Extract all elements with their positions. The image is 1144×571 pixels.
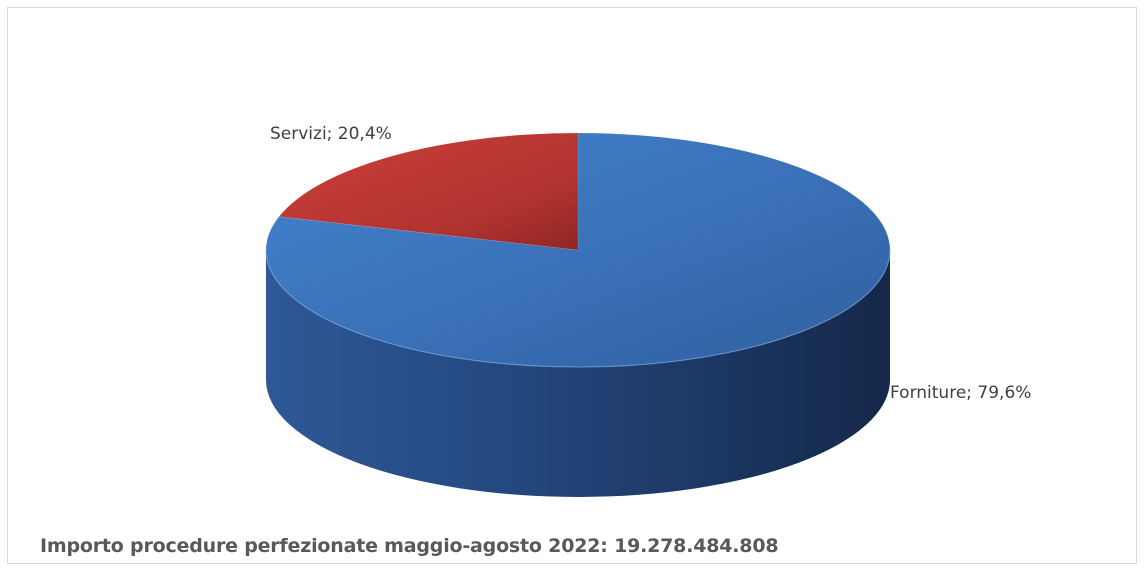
pie-rim-highlight xyxy=(265,249,891,368)
pie-slices xyxy=(265,132,891,368)
data-label-forniture: Forniture; 79,6% xyxy=(890,383,1031,403)
pie-side xyxy=(266,250,890,497)
data-label-servizi: Servizi; 20,4% xyxy=(270,124,392,144)
pie-slice-servizi xyxy=(278,132,579,251)
pie-side-wall xyxy=(266,250,890,497)
pie-labels: Forniture; 79,6% Servizi; 20,4% xyxy=(270,124,1031,403)
chart-footer: Importo procedure perfezionate maggio-ag… xyxy=(40,535,779,557)
